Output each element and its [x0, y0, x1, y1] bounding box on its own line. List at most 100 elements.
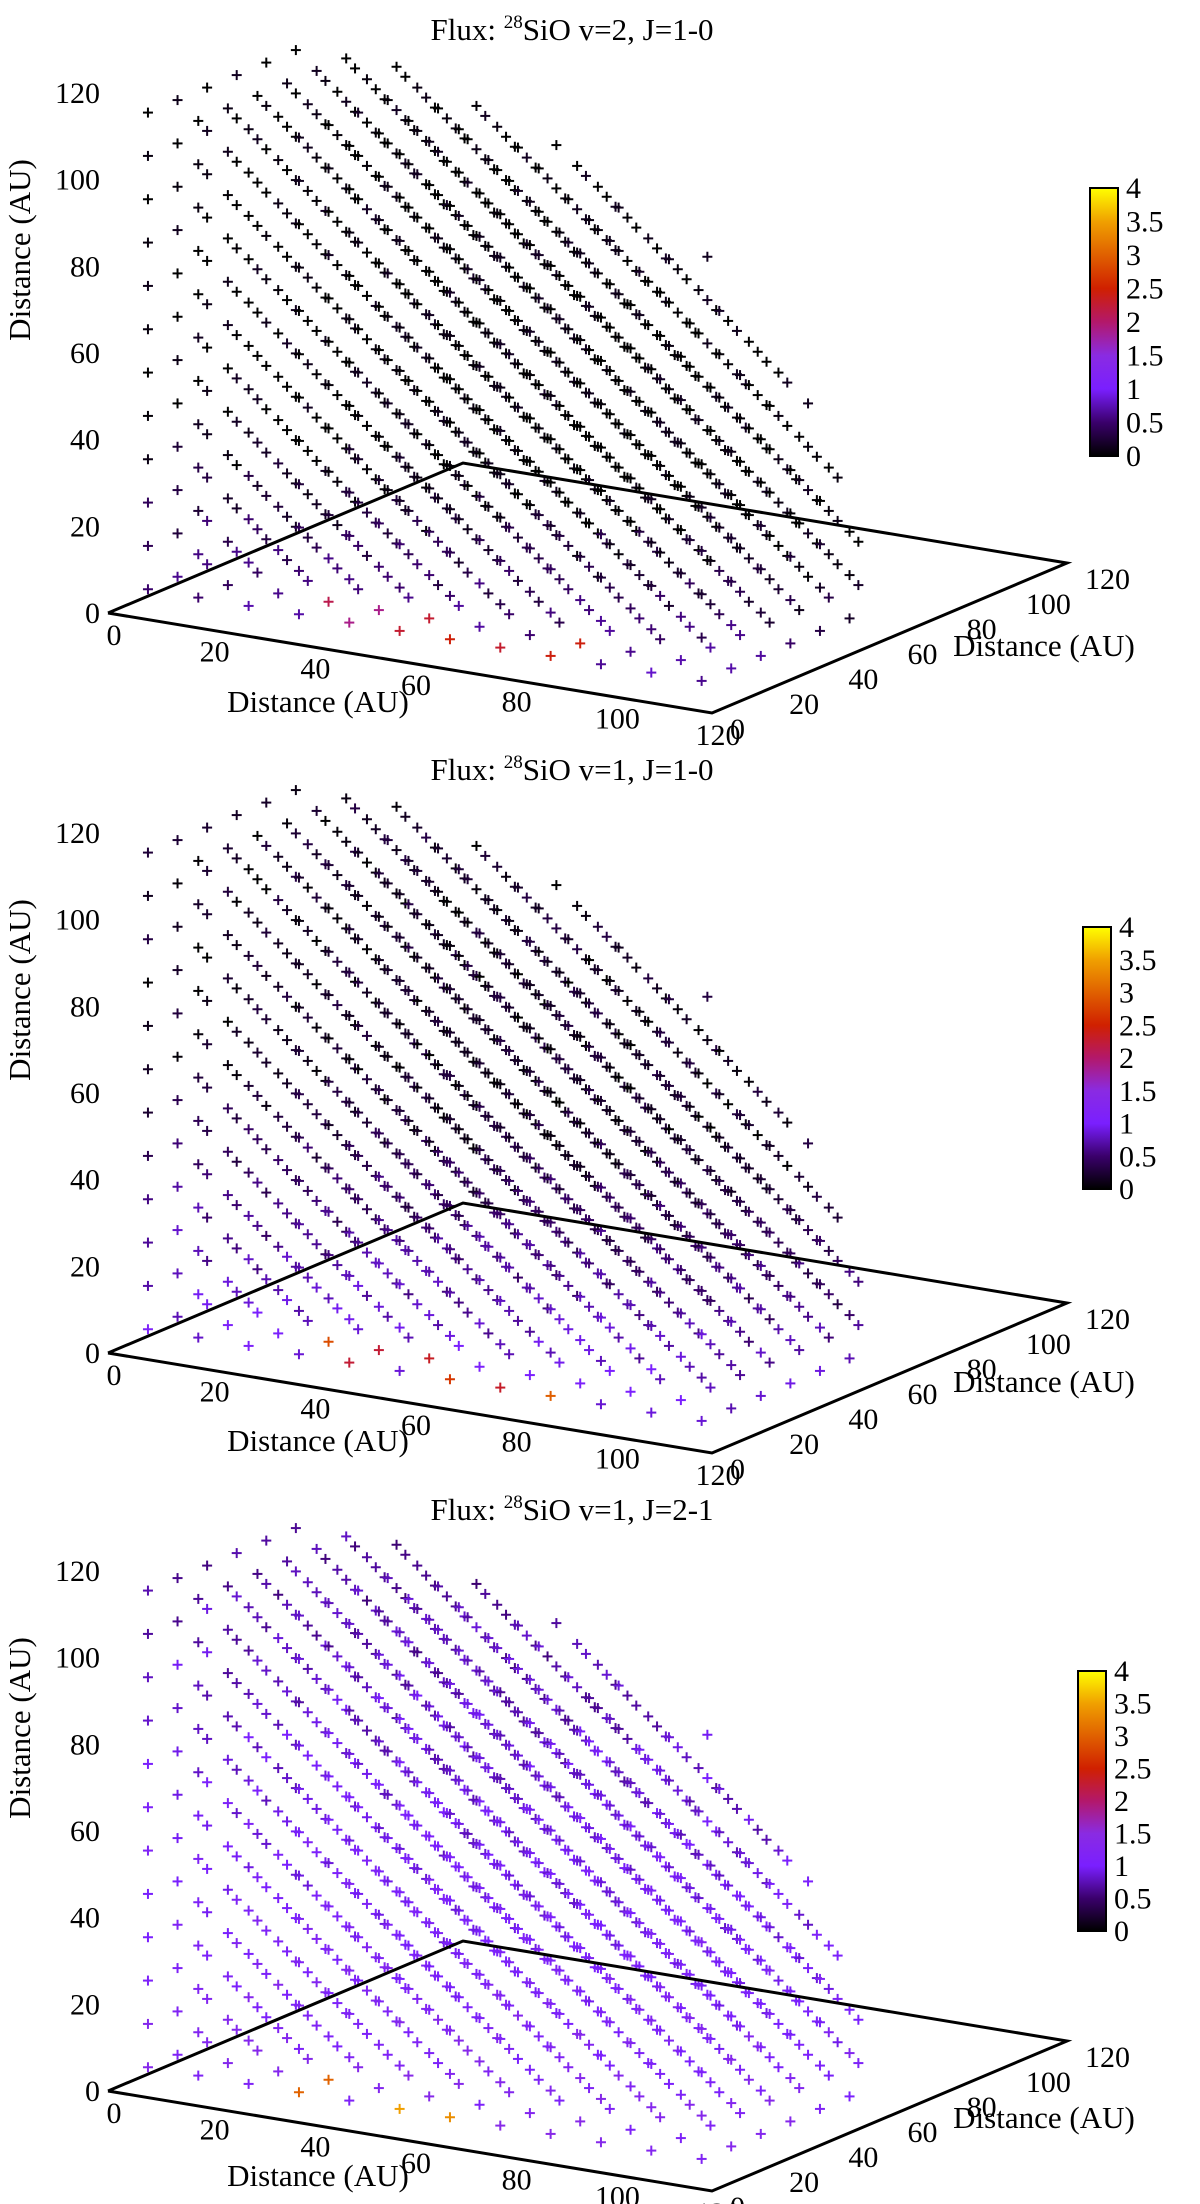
data-point — [193, 289, 204, 300]
data-point — [382, 2049, 393, 2060]
data-point — [424, 2048, 435, 2059]
data-point — [222, 1971, 233, 1982]
data-point — [382, 571, 393, 582]
data-point — [803, 1181, 814, 1192]
data-point — [361, 1682, 372, 1693]
data-point — [332, 913, 343, 924]
data-point — [311, 935, 322, 946]
data-point — [696, 2153, 707, 2164]
data-point — [142, 1324, 153, 1335]
data-point — [302, 99, 313, 110]
data-point — [332, 1651, 343, 1662]
data-point — [222, 103, 233, 114]
data-point — [344, 2095, 355, 2106]
data-point — [403, 419, 414, 430]
data-point — [424, 440, 435, 451]
data-point — [421, 1570, 432, 1581]
data-point — [604, 539, 615, 550]
data-point — [702, 991, 713, 1002]
data-point — [243, 1297, 254, 1308]
data-point — [172, 268, 183, 279]
data-point — [243, 1732, 254, 1743]
colorbar-tick-label: 2.5 — [1126, 273, 1164, 306]
data-point — [282, 1816, 293, 1827]
data-point — [252, 1958, 263, 1969]
data-point — [512, 402, 523, 413]
axes-layer: 0204060801001200204060801001200204060801… — [55, 77, 1130, 752]
data-point — [634, 570, 645, 581]
data-point — [634, 310, 645, 321]
data-point — [273, 1111, 284, 1122]
data-point — [545, 434, 556, 445]
data-point — [702, 1035, 713, 1046]
data-point — [231, 1894, 242, 1905]
data-point — [243, 384, 254, 395]
data-point — [773, 410, 784, 421]
data-point — [773, 1107, 784, 1118]
data-point — [723, 1099, 734, 1110]
data-point — [832, 1299, 843, 1310]
data-point — [853, 1276, 864, 1287]
data-point — [403, 592, 414, 603]
data-point — [361, 464, 372, 475]
data-point — [344, 140, 355, 151]
data-point — [172, 1703, 183, 1714]
data-point — [705, 2077, 716, 2088]
colorbar-tick-label: 0 — [1119, 1173, 1134, 1206]
z-tick-label: 40 — [70, 1164, 100, 1197]
data-point — [282, 1599, 293, 1610]
data-point — [273, 981, 284, 992]
data-point — [282, 1208, 293, 1219]
data-point — [512, 2053, 523, 2064]
data-point — [361, 1812, 372, 1823]
data-point — [302, 1923, 313, 1934]
data-point — [193, 1897, 204, 1908]
data-point — [290, 88, 301, 99]
data-point — [282, 555, 293, 566]
data-point — [814, 1322, 825, 1333]
data-point — [172, 1311, 183, 1322]
data-point — [193, 505, 204, 516]
data-point — [675, 395, 686, 406]
data-point — [794, 1171, 805, 1182]
data-point — [441, 156, 452, 167]
data-point — [696, 632, 707, 643]
data-point — [823, 1202, 834, 1213]
data-point — [172, 921, 183, 932]
data-point — [293, 1305, 304, 1316]
data-point — [803, 1919, 814, 1930]
data-point — [595, 355, 606, 366]
data-point — [142, 1064, 153, 1075]
colorbar-gradient — [1089, 187, 1119, 457]
data-point — [202, 1863, 213, 1874]
data-point — [202, 1039, 213, 1050]
data-point — [193, 1983, 204, 1994]
data-point — [193, 855, 204, 866]
data-point — [282, 78, 293, 89]
data-point — [311, 1543, 322, 1554]
data-point — [823, 1332, 834, 1343]
data-point — [625, 1343, 636, 1354]
data-point — [803, 2006, 814, 2017]
data-point — [433, 406, 444, 417]
data-point — [261, 1535, 272, 1546]
panel-v1-j1-0: Flux: 28SiO v=1, J=1-0 02040608010012002… — [2, 752, 1157, 1492]
data-point — [202, 1907, 213, 1918]
data-point — [604, 452, 615, 463]
data-point — [584, 388, 595, 399]
data-point — [764, 2095, 775, 2106]
data-point — [483, 1285, 494, 1296]
data-point — [282, 1643, 293, 1654]
data-point — [726, 490, 737, 501]
data-point — [563, 237, 574, 248]
data-point — [172, 441, 183, 452]
data-point — [462, 437, 473, 448]
data-point — [293, 565, 304, 576]
data-point — [403, 245, 414, 256]
data-point — [323, 120, 334, 131]
data-point — [261, 1795, 272, 1806]
data-point — [551, 183, 562, 194]
data-point — [782, 377, 793, 388]
data-point — [332, 1260, 343, 1271]
data-point — [545, 1347, 556, 1358]
